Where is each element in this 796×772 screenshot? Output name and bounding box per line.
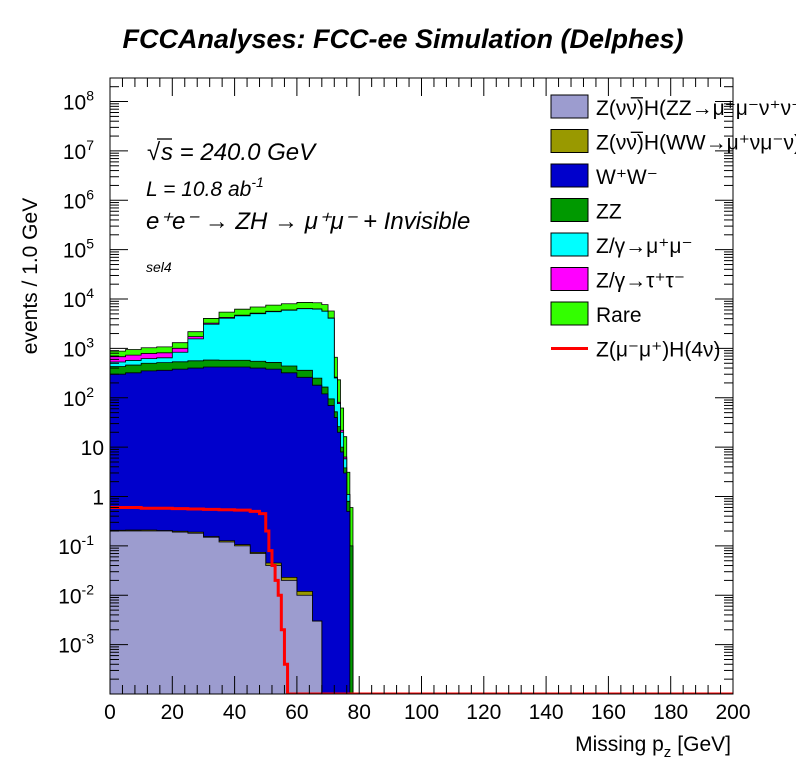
- legend-label-signal: Z(μ⁻μ⁺)H(4ν): [596, 339, 721, 362]
- x-tick-label-0: 0: [104, 701, 116, 724]
- x-tick-label-4: 80: [348, 701, 371, 724]
- y-axis: 10-3 10-2 10-1 1 10 102 103 104 105 106 107 108: [58, 77, 733, 680]
- x-tick-label-1: 20: [161, 701, 184, 724]
- luminosity-label: L = 10.8 ab-1: [146, 174, 264, 201]
- x-tick-label-5: 100: [404, 701, 439, 724]
- x-tick-label-6: 120: [466, 701, 501, 724]
- energy-sqrt-symbol: √: [147, 139, 161, 166]
- y-tick-label-7: 104: [63, 285, 94, 312]
- energy-label: s = 240.0 GeV: [161, 139, 317, 166]
- x-axis: 0 20 40 60 80 100 120 140 160 180 200: [104, 78, 751, 724]
- y-tick-label-8: 105: [63, 236, 94, 263]
- legend-swatch-0: [550, 94, 589, 119]
- stack-layer: [110, 302, 357, 694]
- x-tick-label-2: 40: [223, 701, 246, 724]
- x-tick-label-8: 160: [591, 701, 626, 724]
- x-tick-label-7: 140: [529, 701, 564, 724]
- x-tick-label-3: 60: [285, 701, 308, 724]
- y-tick-label-4: 10: [81, 437, 104, 460]
- chart-title: FCCAnalyses: FCC-ee Simulation (Delphes): [122, 24, 683, 54]
- x-tick-label-9: 180: [653, 701, 688, 724]
- y-axis-label: events / 1.0 GeV: [19, 198, 42, 354]
- legend-label-3: ZZ: [596, 201, 622, 224]
- legend-swatch-3: [550, 198, 589, 222]
- y-tick-label-9: 106: [63, 186, 94, 213]
- legend-label-6: Rare: [596, 304, 642, 327]
- y-tick-label-11: 108: [63, 88, 94, 115]
- signal-layer: [110, 505, 733, 694]
- legend-swatch-6: [550, 301, 589, 326]
- legend-swatch-4: [550, 232, 589, 257]
- y-tick-label-1: 10-2: [58, 581, 94, 608]
- legend-swatch-5: [550, 267, 589, 291]
- legend-swatch-2: [550, 163, 589, 188]
- y-tick-label-5: 102: [63, 384, 94, 411]
- y-tick-label-3: 1: [92, 487, 104, 510]
- legend-swatch-1: [550, 129, 589, 153]
- annotations: √ s = 240.0 GeV L = 10.8 ab-1 e⁺e⁻ → ZH …: [146, 138, 470, 275]
- signal-line: [110, 505, 733, 694]
- legend-label-4: Z/γ→μ⁺μ⁻: [596, 235, 693, 258]
- legend: Z(νν̅)H(ZZ→μ⁺μ⁻ν⁺ν⁻) Z(νν̅)H(WW→μ⁺νμ⁻ν) W⁺…: [550, 94, 796, 362]
- legend-label-1: Z(νν̅)H(WW→μ⁺νμ⁻ν): [596, 132, 796, 155]
- legend-label-0: Z(νν̅)H(ZZ→μ⁺μ⁻ν⁺ν⁻): [596, 97, 796, 120]
- stack-area-0: [110, 530, 357, 694]
- x-axis-label: Missing pz [GeV]: [575, 733, 731, 761]
- y-tick-label-0: 10-3: [58, 631, 94, 658]
- process-label: e⁺e⁻ → ZH → μ⁺μ⁻ + Invisible: [146, 208, 470, 235]
- legend-label-2: W⁺W⁻: [596, 166, 658, 189]
- y-tick-label-10: 107: [63, 137, 94, 164]
- y-tick-label-6: 103: [63, 334, 94, 361]
- x-tick-label-10: 200: [715, 701, 750, 724]
- legend-label-5: Z/γ→τ⁺τ⁻: [596, 270, 685, 293]
- selection-label: sel4: [146, 259, 172, 275]
- y-tick-label-2: 10-1: [58, 532, 94, 559]
